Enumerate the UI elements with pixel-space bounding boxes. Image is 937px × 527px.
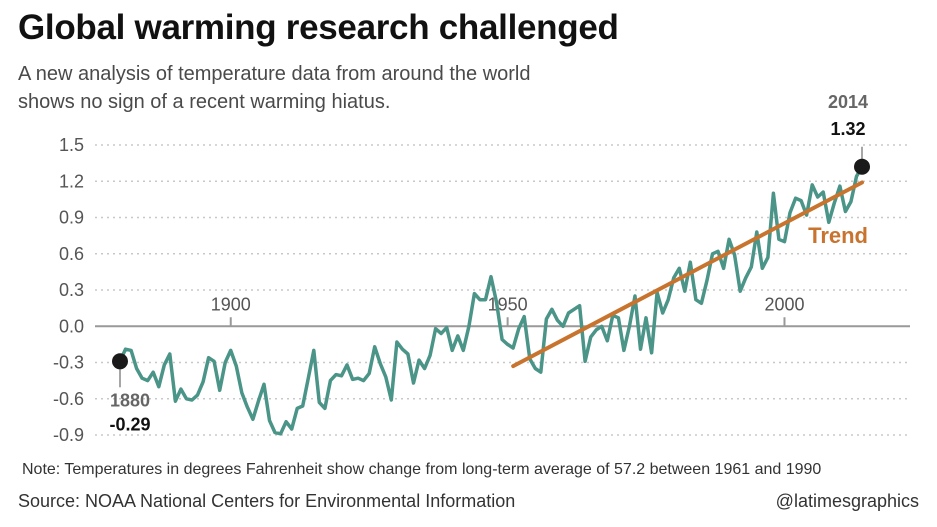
subtitle-line-2: shows no sign of a recent warming hiatus… xyxy=(18,91,391,113)
annotation-marker-1880 xyxy=(112,353,128,370)
trend-layer: Trend xyxy=(511,180,868,369)
y-tick-label: 0.0 xyxy=(59,316,84,336)
y-tick-label: 0.9 xyxy=(59,208,84,228)
grid-lines xyxy=(95,144,910,436)
x-tick-label: 2000 xyxy=(764,294,804,314)
annotation-layer: 1880 -0.29 2014 1.32 xyxy=(109,92,870,434)
x-axis-ticks: 1900 1950 2000 xyxy=(211,294,805,327)
trend-label: Trend xyxy=(808,223,868,248)
subtitle-line-1: A new analysis of temperature data from … xyxy=(18,63,531,85)
y-tick-label: -0.3 xyxy=(53,353,84,373)
x-tick-label: 1950 xyxy=(488,294,528,314)
annotation-value-2014: 1.32 xyxy=(830,119,865,139)
trend-line xyxy=(511,180,864,369)
annotation-value-1880: -0.29 xyxy=(109,414,150,434)
y-tick-label: 1.2 xyxy=(59,171,84,191)
y-axis-ticks: 1.5 1.2 0.9 0.6 0.3 0.0 -0.3 -0.6 -0.9 xyxy=(53,135,84,445)
y-tick-label: -0.6 xyxy=(53,389,84,409)
annotation-marker-2014 xyxy=(854,158,870,175)
chart-note: Note: Temperatures in degrees Fahrenheit… xyxy=(22,461,822,478)
chart-source: Source: NOAA National Centers for Enviro… xyxy=(18,491,516,511)
chart-subtitle: A new analysis of temperature data from … xyxy=(18,60,658,116)
annotation-year-1880: 1880 xyxy=(110,390,150,410)
y-tick-label: 0.3 xyxy=(59,280,84,300)
x-tick-label: 1900 xyxy=(211,294,251,314)
annotation-year-2014: 2014 xyxy=(828,92,868,112)
y-tick-label: 0.6 xyxy=(59,244,84,264)
chart-title: Global warming research challenged xyxy=(18,8,619,47)
chart-credit: @latimesgraphics xyxy=(775,491,919,511)
y-tick-label: -0.9 xyxy=(53,425,84,445)
y-tick-label: 1.5 xyxy=(59,135,84,155)
